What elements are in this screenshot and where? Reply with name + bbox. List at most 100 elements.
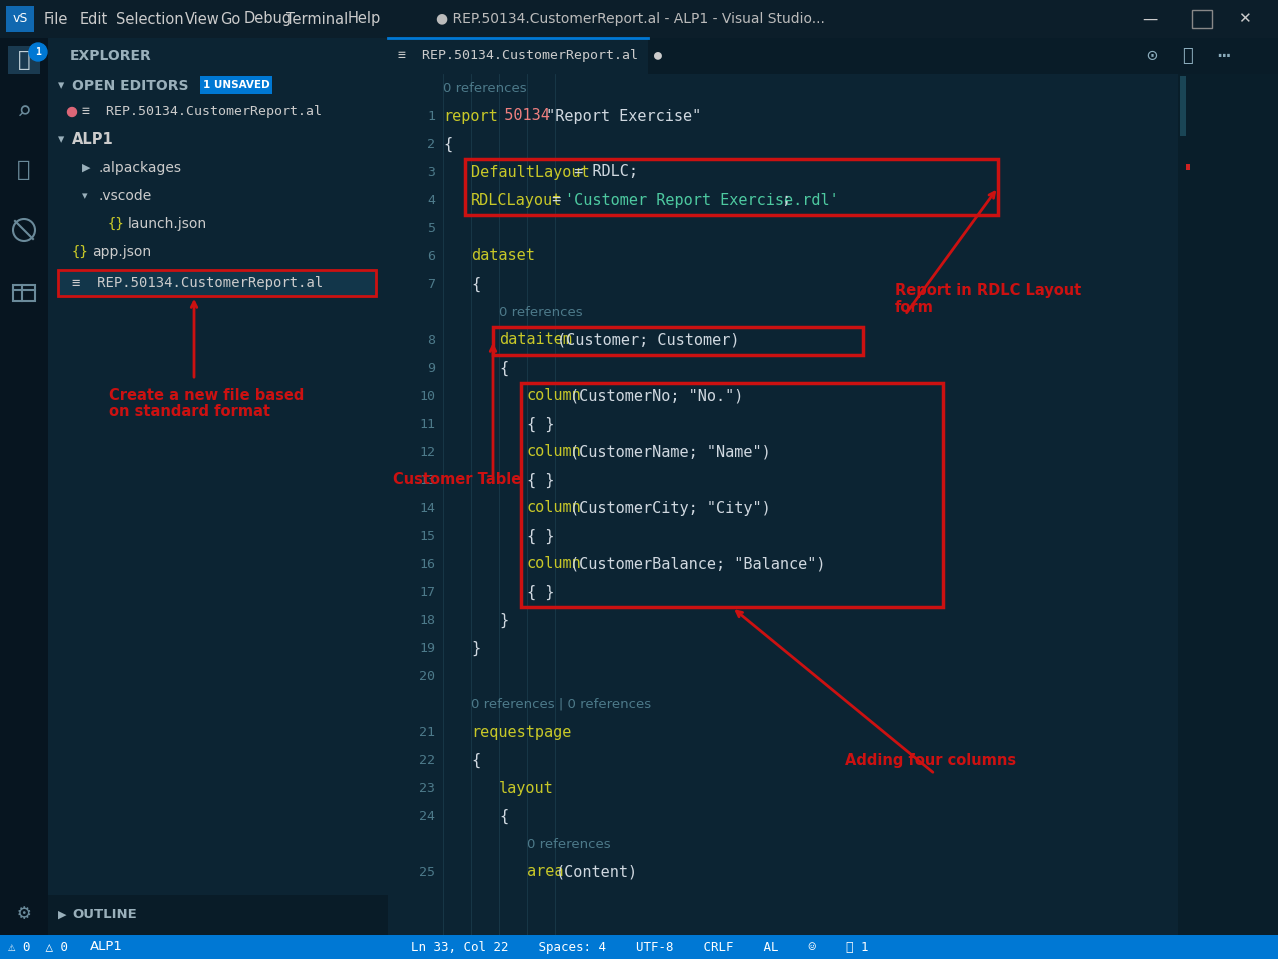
Text: {: { [498,808,509,824]
Bar [49,38,389,959]
Text: ⌕: ⌕ [17,101,32,125]
Text: 9: 9 [427,362,435,375]
Text: Report in RDLC Layout: Report in RDLC Layout [895,283,1081,297]
Text: {: { [472,276,481,292]
Text: DefaultLayout: DefaultLayout [472,165,589,179]
Text: 20: 20 [419,669,435,683]
Text: (CustomerCity; "City"): (CustomerCity; "City") [570,501,771,516]
Text: area: area [527,864,564,879]
Circle shape [68,107,77,116]
Text: { }: { } [527,528,555,544]
Text: { }: { } [527,416,555,432]
Text: form: form [895,299,934,315]
Text: ▾: ▾ [58,80,64,92]
Text: 13: 13 [419,474,435,486]
Text: {: { [472,753,481,767]
Bar [49,895,389,935]
Bar [389,38,648,74]
Text: report: report [443,108,497,124]
Text: ▾: ▾ [82,191,88,201]
Text: Adding four columns: Adding four columns [845,753,1016,767]
Text: (CustomerBalance; "Balance"): (CustomerBalance; "Balance") [570,556,826,572]
Text: Selection: Selection [116,12,184,27]
Text: ≡  REP.50134.CustomerReport.al: ≡ REP.50134.CustomerReport.al [72,276,323,290]
Text: vS: vS [13,12,28,26]
Text: 19: 19 [419,642,435,654]
Text: {}: {} [109,217,125,231]
Text: 24: 24 [419,809,435,823]
Text: 'Customer Report Exercise.rdl': 'Customer Report Exercise.rdl' [565,193,838,207]
Text: 4: 4 [427,194,435,206]
Text: ;: ; [781,193,790,207]
Text: }: } [498,613,509,627]
Bar [199,76,272,94]
Text: ≡  REP.50134.CustomerReport.al  ●: ≡ REP.50134.CustomerReport.al ● [397,50,662,62]
Text: File: File [43,12,69,27]
Text: 18: 18 [419,614,435,626]
Text: Edit: Edit [81,12,109,27]
Text: .vscode: .vscode [98,189,151,203]
Text: "Report Exercise": "Report Exercise" [537,108,700,124]
Text: =: = [543,193,570,207]
Text: 23: 23 [419,782,435,794]
Text: column: column [527,445,581,459]
Text: { }: { } [527,473,555,487]
Bar [58,270,376,296]
Text: 16: 16 [419,557,435,571]
Text: 22: 22 [419,754,435,766]
Text: Customer Table: Customer Table [394,473,521,487]
Text: (CustomerNo; "No."): (CustomerNo; "No.") [570,388,744,404]
Text: Help: Help [348,12,381,27]
Text: 25: 25 [419,866,435,878]
Text: ▶: ▶ [82,163,91,173]
Bar [0,38,49,959]
Text: 12: 12 [419,446,435,458]
Text: Go: Go [221,12,240,27]
Text: ⚠ 0  △ 0: ⚠ 0 △ 0 [8,941,68,953]
Text: {: { [443,136,452,152]
Bar [58,270,376,296]
Text: = RDLC;: = RDLC; [565,165,638,179]
Text: Create a new file based: Create a new file based [109,387,304,403]
Text: EXPLORER: EXPLORER [70,49,152,63]
Text: ● REP.50134.CustomerReport.al - ALP1 - Visual Studio...: ● REP.50134.CustomerReport.al - ALP1 - V… [436,12,824,26]
Text: 17: 17 [419,586,435,598]
Bar [1192,10,1212,28]
Text: ≡  REP.50134.CustomerReport.al: ≡ REP.50134.CustomerReport.al [82,105,322,119]
Text: 11: 11 [419,417,435,431]
Text: 1 UNSAVED: 1 UNSAVED [203,80,270,90]
Text: { }: { } [527,584,555,599]
Text: ALP1: ALP1 [72,132,114,148]
Bar [389,74,1178,935]
Text: OPEN EDITORS: OPEN EDITORS [72,79,188,93]
Text: dataitem: dataitem [498,333,573,347]
Text: Debug: Debug [244,12,291,27]
Bar [8,46,40,74]
Bar [0,0,1278,38]
Bar [6,6,35,32]
Text: 1: 1 [35,47,41,57]
Bar [1186,164,1190,170]
Text: 14: 14 [419,502,435,514]
Text: launch.json: launch.json [128,217,207,231]
Text: layout: layout [498,781,553,796]
Text: column: column [527,556,581,572]
Text: ✕: ✕ [1237,12,1250,27]
Text: ⋯: ⋯ [1218,46,1231,66]
Text: 0 references: 0 references [443,82,527,95]
Text: 2: 2 [427,137,435,151]
Text: 8: 8 [427,334,435,346]
Bar [465,159,998,216]
Text: 5: 5 [427,222,435,235]
Bar [493,327,863,356]
Text: 7: 7 [427,277,435,291]
Text: ▾: ▾ [58,133,64,147]
Text: 0 references: 0 references [498,306,583,318]
Text: on standard format: on standard format [109,404,270,418]
Bar [389,38,1278,74]
Text: (Content): (Content) [556,864,638,879]
Bar [0,935,1278,959]
Text: Ln 33, Col 22    Spaces: 4    UTF-8    CRLF    AL    ☺    🔔 1: Ln 33, Col 22 Spaces: 4 UTF-8 CRLF AL ☺ … [412,941,869,953]
Text: ⊙: ⊙ [1146,47,1158,65]
Bar [521,384,943,607]
